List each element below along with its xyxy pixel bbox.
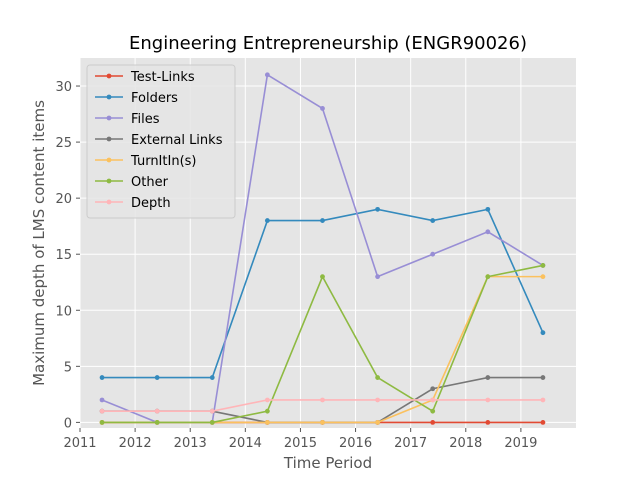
y-tick-label: 10 bbox=[55, 304, 72, 319]
data-point-other bbox=[154, 419, 160, 425]
legend-item: Other bbox=[95, 175, 169, 190]
data-point-turnitin-s bbox=[264, 419, 270, 425]
data-point-depth bbox=[99, 408, 105, 414]
data-point-depth bbox=[264, 397, 270, 403]
x-tick-label: 2016 bbox=[339, 436, 372, 451]
x-tick-label: 2015 bbox=[284, 436, 317, 451]
legend-item: Depth bbox=[95, 196, 171, 211]
legend-item: TurnItIn(s) bbox=[95, 154, 196, 169]
data-point-external-links bbox=[430, 386, 436, 392]
y-tick-label: 5 bbox=[64, 360, 72, 375]
legend-label: Folders bbox=[131, 91, 178, 106]
data-point-test-links bbox=[540, 419, 546, 425]
legend-label: Depth bbox=[131, 196, 171, 211]
legend-label: Files bbox=[131, 112, 160, 127]
data-point-folders bbox=[209, 375, 215, 380]
data-point-files bbox=[375, 274, 380, 280]
data-point-files bbox=[99, 397, 105, 403]
legend-item: External Links bbox=[95, 133, 223, 148]
x-tick-label: 2013 bbox=[174, 436, 207, 451]
legend-label: Other bbox=[131, 175, 169, 190]
legend-marker bbox=[106, 94, 112, 100]
data-point-folders bbox=[540, 330, 546, 336]
data-point-folders bbox=[430, 218, 436, 223]
series-depth bbox=[99, 397, 546, 414]
x-tick-label: 2011 bbox=[63, 436, 96, 451]
legend-label: External Links bbox=[131, 133, 223, 148]
legend-label: TurnItIn(s) bbox=[130, 154, 196, 169]
data-point-depth bbox=[540, 397, 546, 403]
data-point-files bbox=[485, 229, 491, 235]
data-point-files bbox=[320, 106, 325, 111]
data-point-folders bbox=[320, 218, 325, 223]
data-point-turnitin-s bbox=[320, 419, 325, 425]
legend-label: Test-Links bbox=[130, 70, 195, 85]
data-point-depth bbox=[375, 397, 380, 403]
data-point-folders bbox=[485, 206, 491, 212]
y-axis-label: Maximum depth of LMS content items bbox=[30, 100, 48, 386]
data-point-test-links bbox=[485, 419, 491, 425]
data-point-test-links bbox=[430, 419, 436, 425]
data-point-other bbox=[430, 408, 436, 414]
legend-item: Test-Links bbox=[95, 70, 195, 85]
y-tick-label: 0 bbox=[64, 416, 72, 431]
series-folders bbox=[99, 206, 546, 380]
data-point-depth bbox=[485, 397, 491, 403]
data-point-depth bbox=[320, 397, 325, 403]
data-point-depth bbox=[209, 408, 215, 414]
y-tick-label: 30 bbox=[55, 80, 72, 95]
legend-marker bbox=[106, 136, 112, 142]
data-point-folders bbox=[264, 218, 270, 223]
legend: Test-Links Folders Files External Links Turn… bbox=[86, 64, 236, 219]
legend-marker bbox=[106, 157, 112, 163]
x-axis-label: Time Period bbox=[283, 454, 372, 472]
y-tick-label: 25 bbox=[55, 136, 72, 151]
data-point-other bbox=[264, 408, 270, 414]
legend-item: Files bbox=[95, 112, 160, 127]
series-other bbox=[99, 263, 546, 425]
chart-title: Engineering Entrepreneurship (ENGR90026) bbox=[129, 33, 527, 54]
data-point-folders bbox=[154, 375, 160, 380]
data-point-depth bbox=[154, 408, 160, 414]
data-point-other bbox=[375, 375, 380, 380]
legend-marker bbox=[106, 73, 112, 79]
y-tick-label: 20 bbox=[55, 192, 72, 207]
series-layer bbox=[99, 72, 546, 425]
data-point-external-links bbox=[485, 375, 491, 380]
data-point-files bbox=[430, 251, 436, 257]
legend-item: Folders bbox=[95, 91, 178, 106]
data-point-other bbox=[209, 419, 215, 425]
data-point-other bbox=[320, 274, 325, 280]
legend-marker bbox=[106, 178, 112, 184]
y-tick-labels: 0 5 10 15 20 25 30 bbox=[55, 80, 80, 431]
data-point-depth bbox=[430, 397, 436, 403]
data-point-other bbox=[540, 263, 546, 268]
data-point-other bbox=[99, 419, 105, 425]
legend-marker bbox=[106, 199, 112, 205]
x-tick-label: 2017 bbox=[394, 436, 427, 451]
x-tick-label: 2018 bbox=[449, 436, 482, 451]
x-tick-labels: 2011 2012 2013 2014 2015 2016 2017 2018 2019 bbox=[63, 428, 537, 451]
x-tick-label: 2014 bbox=[229, 436, 262, 451]
y-tick-label: 15 bbox=[55, 248, 72, 263]
data-point-turnitin-s bbox=[540, 274, 546, 280]
data-point-files bbox=[264, 72, 270, 78]
data-point-turnitin-s bbox=[375, 419, 380, 425]
data-point-folders bbox=[99, 375, 105, 380]
data-point-external-links bbox=[540, 375, 546, 380]
data-point-folders bbox=[375, 206, 380, 212]
legend-marker bbox=[106, 115, 112, 121]
legend-box bbox=[86, 64, 236, 219]
x-tick-label: 2019 bbox=[504, 436, 537, 451]
data-point-other bbox=[485, 274, 491, 280]
x-tick-label: 2012 bbox=[119, 436, 152, 451]
